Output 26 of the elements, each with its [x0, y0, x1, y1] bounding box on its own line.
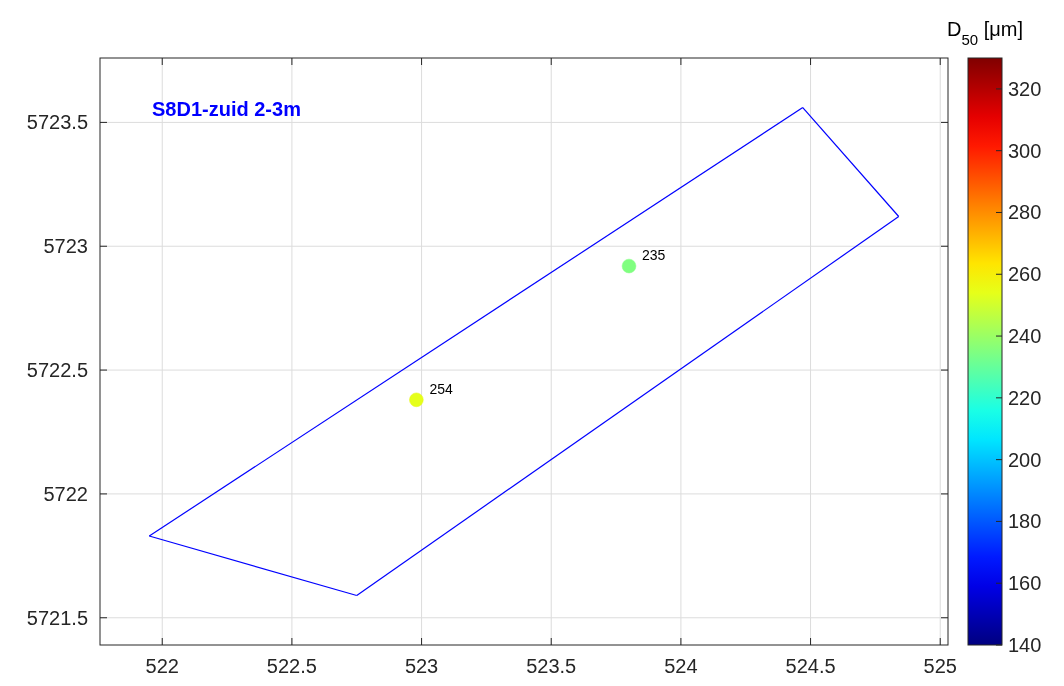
x-tick-label: 522 — [145, 655, 179, 677]
color-bar-label: 280 — [1008, 201, 1042, 224]
y-tick-label: 5723 — [43, 235, 88, 258]
color-bar-label: 260 — [1008, 263, 1042, 286]
color-bar-label: 320 — [1008, 77, 1042, 100]
color-bar-title: D$_{50}$ [μm] — [947, 18, 1023, 48]
color-bar-label: 300 — [1008, 139, 1042, 162]
y-tick-label: 5723.5 — [26, 111, 88, 134]
y-tick-label: 5721.5 — [26, 606, 88, 629]
x-tick-label: 522.5 — [266, 655, 317, 677]
x-tick-label: 524 — [664, 655, 698, 677]
annotation: 254 — [429, 380, 453, 397]
x-tick-label: 524.5 — [785, 655, 836, 677]
x-tick-label: 523 — [404, 655, 439, 677]
y-tick-label: 5722 — [43, 482, 88, 505]
annotation: 235 — [642, 247, 666, 264]
x-tick-label: 523.5 — [526, 655, 577, 677]
color-bar-label: 160 — [1008, 572, 1042, 595]
color-bar-label: 140 — [1008, 634, 1042, 656]
color-bar-label: 200 — [1008, 448, 1042, 471]
color-bar-label: 240 — [1008, 325, 1042, 348]
y-tick-label: 5722.5 — [26, 359, 88, 382]
color-bar-label: 180 — [1008, 510, 1042, 533]
text: S8D1-zuid 2-3m — [152, 98, 301, 120]
x-tick-label: 525 — [923, 655, 957, 677]
color-bar-label: 220 — [1008, 386, 1042, 409]
